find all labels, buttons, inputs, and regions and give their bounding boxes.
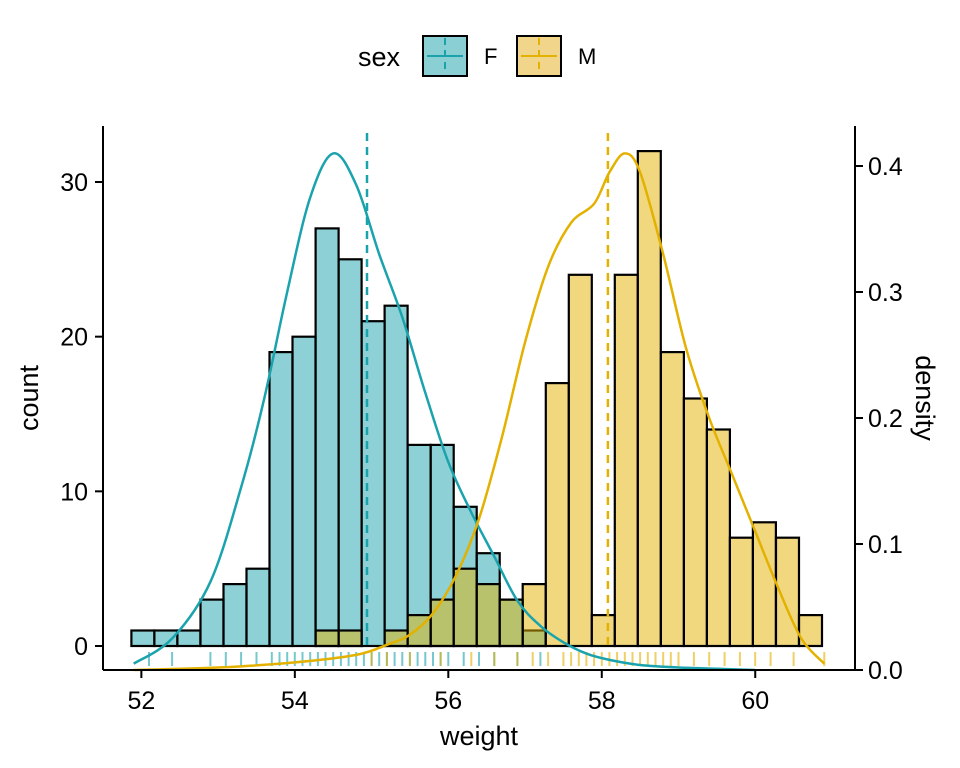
x-axis-title: weight: [439, 721, 519, 751]
bar-m-18: [544, 382, 570, 648]
bar-f-6: [268, 351, 294, 648]
bar-f-8: [314, 227, 340, 648]
y-ticks: 0 10 20 30: [60, 169, 103, 661]
y2-tick-label: 0.0: [868, 657, 903, 685]
bar-m-17: [521, 582, 547, 648]
bar-f-4: [222, 582, 248, 648]
density-curves: [133, 152, 826, 672]
bar-m-19: [567, 273, 593, 648]
bar-m-29: [797, 613, 824, 648]
bar-m-8: [314, 629, 340, 648]
legend-key-f: [422, 35, 468, 77]
x-ticks: 52 54 56 58 60: [127, 670, 769, 715]
mean-lines: [365, 133, 610, 646]
y2-tick-label: 0.1: [868, 531, 903, 559]
bar-f-0: [130, 629, 156, 648]
y2-axis-title: density: [910, 355, 940, 441]
y-axis-title: count: [14, 364, 44, 431]
y2-ticks: 0.0 0.1 0.2 0.3 0.4: [855, 153, 903, 685]
y2-tick-label: 0.4: [868, 153, 903, 181]
x-tick-label: 54: [281, 687, 309, 715]
bar-m-27: [751, 521, 778, 648]
bar-m-22: [636, 150, 662, 648]
density-curve-m: [133, 152, 826, 672]
bar-m-23: [659, 351, 686, 648]
y-tick-label: 20: [60, 324, 88, 352]
y-tick-label: 10: [60, 478, 88, 506]
bar-m-9: [337, 629, 363, 648]
bar-m-16: [498, 598, 524, 648]
bar-m-20: [590, 613, 616, 648]
legend: sex F M: [358, 35, 596, 77]
legend-label-f: F: [484, 44, 497, 69]
bar-m-24: [682, 397, 709, 648]
axes: 52 54 56 58 60 0 10 20 30 0.0 0.1 0.2 0.3 0.4: [60, 126, 903, 715]
bar-f-11: [383, 304, 409, 648]
bar-m-15: [475, 582, 501, 648]
bar-m-26: [728, 536, 755, 648]
bar-f-5: [245, 567, 271, 648]
legend-key-m: [516, 35, 562, 77]
x-tick-label: 56: [434, 687, 462, 715]
legend-label-m: M: [578, 44, 596, 69]
bar-f-3: [199, 598, 225, 648]
bar-f-10: [360, 320, 386, 648]
y2-tick-label: 0.2: [868, 405, 903, 433]
x-tick-label: 58: [588, 687, 616, 715]
legend-title: sex: [358, 42, 401, 72]
bar-f-9: [337, 258, 363, 648]
bar-f-7: [291, 335, 317, 648]
bar-f-2: [176, 629, 202, 648]
density-curve-f: [133, 152, 756, 672]
bar-m-13: [429, 598, 455, 648]
histogram-bars: [130, 150, 824, 648]
rug-marks: [148, 652, 826, 666]
y2-tick-label: 0.3: [868, 279, 903, 307]
bar-m-21: [613, 273, 639, 648]
x-tick-label: 52: [127, 687, 155, 715]
y-tick-label: 30: [60, 169, 88, 197]
x-tick-label: 60: [741, 687, 769, 715]
y-tick-label: 0: [74, 633, 88, 661]
bar-m-28: [774, 536, 801, 648]
bar-m-14: [452, 567, 478, 648]
